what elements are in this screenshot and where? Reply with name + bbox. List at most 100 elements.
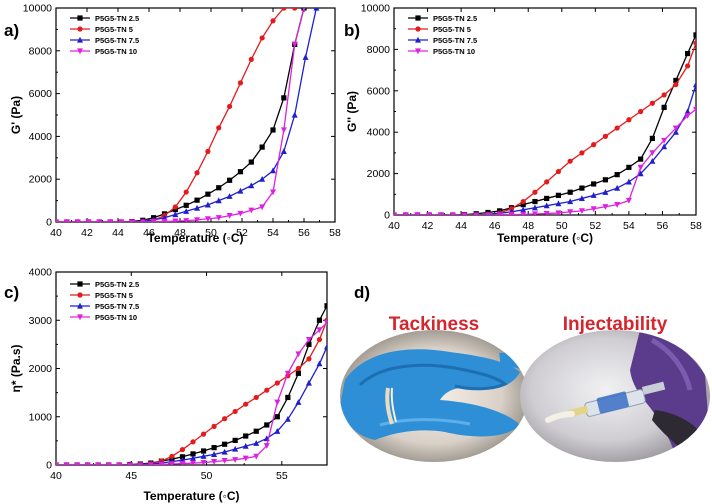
- data-point: [661, 143, 668, 150]
- data-point: [243, 401, 249, 407]
- data-point: [578, 195, 585, 202]
- data-point: [259, 204, 266, 211]
- data-point: [324, 343, 327, 350]
- y-tick-label: 0: [46, 460, 52, 472]
- x-tick-label: 40: [388, 220, 400, 232]
- legend-label: P5G5-TN 7.5: [95, 302, 139, 311]
- data-point: [179, 454, 186, 460]
- data-point: [183, 189, 189, 195]
- data-point: [555, 200, 562, 207]
- data-point: [179, 446, 186, 453]
- data-point: [232, 457, 239, 463]
- y-tick-label: 8000: [29, 45, 53, 57]
- data-point: [520, 198, 526, 205]
- y-tick-label: 2000: [367, 168, 391, 180]
- data-point: [63, 219, 70, 222]
- data-point: [394, 212, 397, 215]
- data-point: [270, 189, 276, 196]
- data-point: [270, 127, 276, 133]
- legend: P5G5-TN 2.5 P5G5-TN 5 P5G5-TN 7.5 P5G5-TN 1…: [408, 14, 477, 56]
- data-point: [190, 460, 197, 465]
- data-point: [567, 158, 573, 164]
- legend-marker: [415, 15, 421, 21]
- data-point: [591, 142, 597, 148]
- data-point: [63, 462, 70, 465]
- data-point: [172, 211, 179, 218]
- legend: P5G5-TN 2.5 P5G5-TN 5 P5G5-TN 7.5 P5G5-TN 1…: [70, 14, 139, 56]
- data-point: [200, 453, 207, 459]
- data-point: [248, 56, 254, 62]
- data-point: [169, 453, 175, 459]
- x-tick-label: 56: [298, 227, 310, 239]
- data-point: [693, 40, 696, 46]
- plot-area: [56, 303, 327, 465]
- data-point: [295, 370, 301, 376]
- y-tick-label: 6000: [367, 85, 391, 97]
- data-point: [285, 394, 291, 401]
- data-point: [253, 428, 259, 434]
- x-tick-label: 46: [489, 220, 501, 232]
- data-point: [693, 106, 696, 113]
- data-point: [484, 212, 491, 215]
- legend-label: P5G5-TN 5: [433, 25, 471, 34]
- series-line: [394, 42, 696, 215]
- data-point: [305, 336, 312, 343]
- data-point: [281, 95, 287, 101]
- legend-marker: [415, 36, 421, 43]
- data-point: [96, 219, 103, 222]
- x-tick-label: 48: [522, 220, 534, 232]
- data-point: [232, 408, 238, 415]
- x-axis-title: Temperature (◦C): [143, 489, 239, 503]
- data-point: [183, 202, 189, 208]
- data-point: [211, 423, 217, 429]
- data-point: [274, 380, 280, 386]
- data-point: [274, 414, 280, 420]
- legend-marker: [77, 26, 83, 32]
- data-point: [437, 212, 444, 215]
- data-point: [56, 219, 59, 222]
- data-point: [614, 184, 621, 191]
- data-point: [216, 125, 222, 131]
- data-point: [649, 100, 655, 106]
- data-point: [215, 197, 222, 204]
- data-point: [221, 458, 228, 464]
- data-point: [253, 453, 260, 460]
- x-tick-label: 42: [422, 220, 434, 232]
- panel-label-c: c): [4, 283, 19, 302]
- legend-label: P5G5-TN 2.5: [433, 14, 477, 23]
- data-point: [661, 104, 667, 110]
- data-point: [105, 462, 112, 465]
- data-point: [520, 202, 526, 208]
- data-point: [567, 189, 573, 195]
- data-point: [324, 303, 327, 309]
- x-tick-label: 56: [657, 220, 669, 232]
- data-point: [532, 198, 538, 205]
- x-tick-label: 54: [267, 227, 279, 239]
- data-point: [126, 462, 133, 465]
- x-tick-label: 58: [329, 227, 341, 239]
- x-tick-label: 46: [143, 227, 155, 239]
- x-tick-label: 40: [50, 470, 62, 482]
- data-point: [531, 204, 538, 211]
- data-point: [259, 176, 266, 182]
- data-point: [316, 327, 323, 334]
- data-point: [291, 41, 298, 48]
- data-point: [137, 462, 144, 465]
- y-tick-label: 0: [46, 217, 52, 229]
- chart-panel-b: 40 42 44 46 48 50 52 54 56 58 0 2000 4000 6000 8000 100…: [345, 3, 702, 246]
- data-point: [295, 399, 302, 405]
- data-point: [158, 461, 165, 465]
- data-point: [637, 164, 644, 171]
- legend-label: P5G5-TN 2.5: [95, 280, 139, 289]
- x-tick-label: 55: [276, 470, 288, 482]
- data-point: [280, 127, 287, 134]
- x-tick-label: 44: [455, 220, 467, 232]
- injectability-title: Injectability: [563, 314, 668, 335]
- data-point: [237, 80, 244, 86]
- legend-marker: [77, 292, 83, 298]
- x-tick-label: 54: [623, 220, 635, 232]
- legend-marker: [77, 48, 83, 55]
- data-point: [306, 341, 312, 347]
- y-tick-label: 0: [384, 210, 390, 222]
- legend-marker: [415, 26, 421, 32]
